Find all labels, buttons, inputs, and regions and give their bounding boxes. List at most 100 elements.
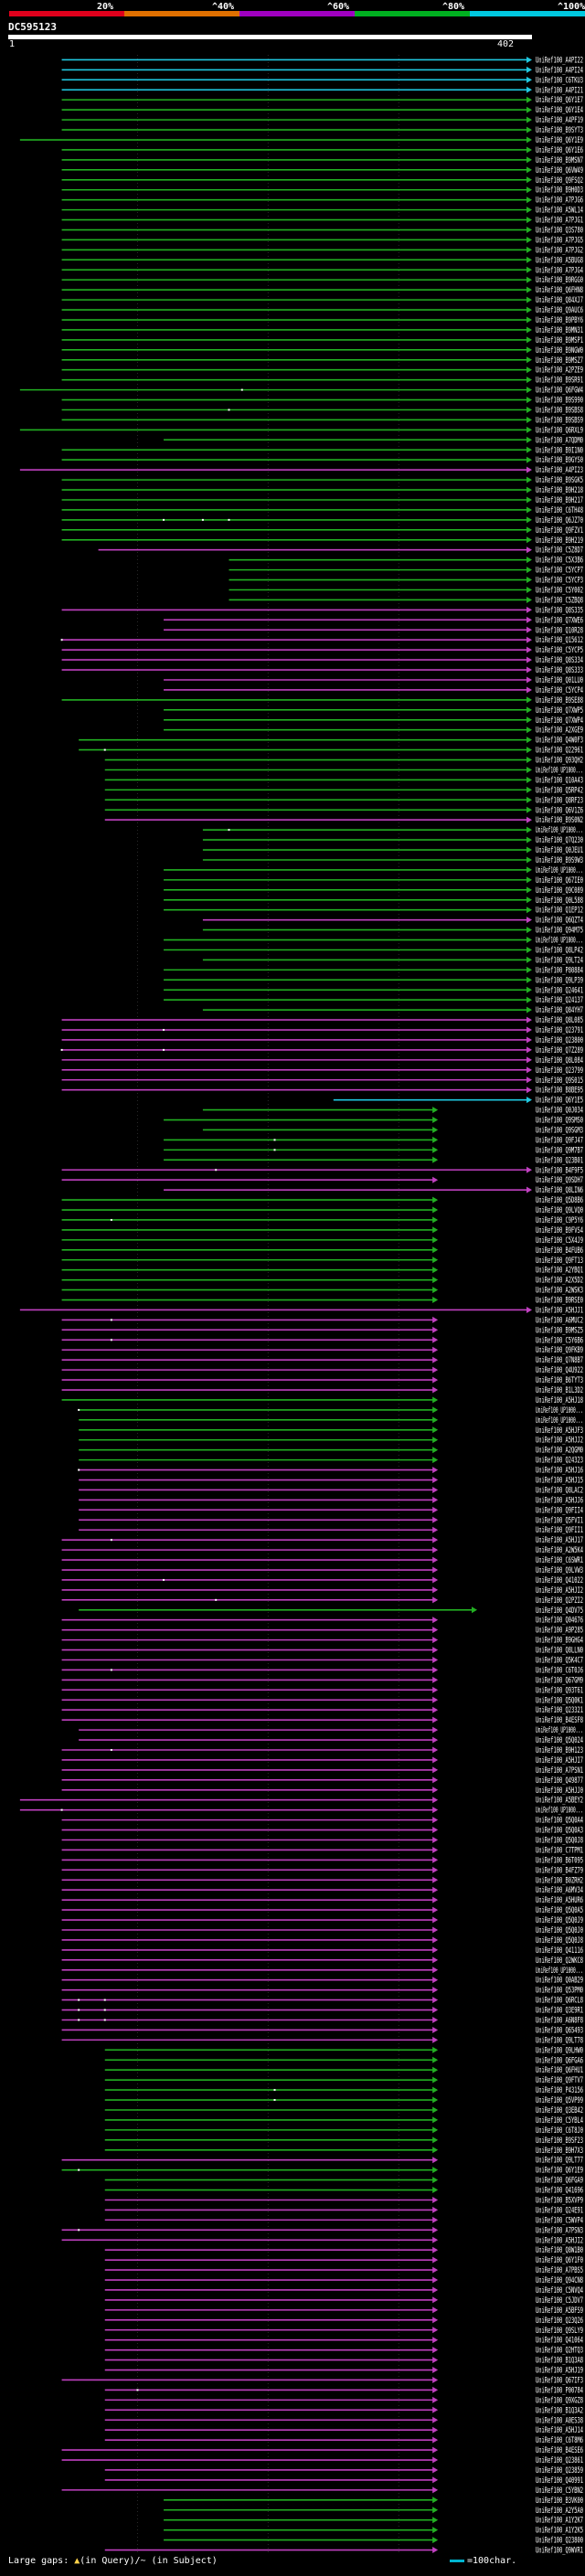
hit-label: UniRef100_Q67GM9 <box>536 1675 583 1684</box>
hit-arrow <box>526 496 532 504</box>
hit-arrow <box>526 116 532 123</box>
hit-label: UniRef100_B9MSZ7 <box>536 355 583 365</box>
scale-label: 20% <box>97 2 114 12</box>
hit-label: UniRef100_Q41116 <box>536 1945 583 1955</box>
hit-arrow <box>526 766 532 773</box>
hit-arrow <box>432 1586 439 1594</box>
hit-arrow <box>526 866 532 874</box>
hit-arrow <box>432 1896 439 1903</box>
gap-mark <box>60 639 63 641</box>
hit-label: UniRef100_Q9FTV7 <box>536 2075 583 2084</box>
hit-label: UniRef100_B9H218 <box>536 485 583 494</box>
hit-label: UniRef100_Q6Y1E9 <box>536 2166 583 2175</box>
hit-label: UniRef100_Q23321 <box>536 1705 583 1714</box>
hit-arrow <box>526 227 532 234</box>
hit-arrow <box>432 1546 439 1553</box>
hit-label: UniRef100_Q5D8B6 <box>536 1195 583 1204</box>
hit-label: UniRef100_Q3E9R1 <box>536 2006 583 2015</box>
hit-arrow <box>432 1216 439 1224</box>
hit-arrow <box>432 2547 439 2554</box>
gap-mark <box>78 1408 80 1411</box>
hit-arrow <box>432 1396 439 1404</box>
hit-arrow <box>432 1506 439 1513</box>
hit-label: UniRef100_Q6FGA9 <box>536 2176 583 2185</box>
hit-arrow <box>432 1366 439 1373</box>
hit-arrow <box>526 557 532 564</box>
hit-label: UniRef100_UP1000... <box>536 1725 583 1734</box>
hit-arrow <box>526 1076 532 1084</box>
hit-label: UniRef100_A2XGE9 <box>536 726 583 735</box>
hit-label: UniRef100_A1Y2K5 <box>536 2526 583 2535</box>
hit-label: UniRef100_B5XVP9 <box>536 2195 583 2204</box>
hit-arrow <box>526 106 532 113</box>
hit-arrow <box>432 2327 439 2334</box>
hit-arrow <box>432 2507 439 2514</box>
hit-arrow <box>526 146 532 154</box>
hit-label: UniRef100_Q9LVW3 <box>536 1565 583 1574</box>
hit-arrow <box>432 2357 439 2364</box>
hit-label: UniRef100_A5HJ14 <box>536 2425 583 2434</box>
hit-arrow <box>432 1637 439 1644</box>
hit-arrow <box>526 886 532 894</box>
hit-label: UniRef100_B4ESF8 <box>536 1715 583 1724</box>
hit-label: UniRef100_Q67IF3 <box>536 2375 583 2384</box>
hit-label: UniRef100_A2YBQ1 <box>536 1266 583 1275</box>
hit-label: UniRef100_A7PJG6 <box>536 196 583 205</box>
hit-arrow <box>432 2517 439 2524</box>
hit-label: UniRef100_Q01LU0 <box>536 675 583 684</box>
hit-arrow <box>432 1886 439 1893</box>
hit-arrow <box>432 2066 439 2073</box>
alignment-chart: UniRef100_A4PI22UniRef100_A4PI24UniRef10… <box>19 55 583 2555</box>
hit-arrow <box>432 2426 439 2433</box>
hit-label: UniRef100_B9H7X3 <box>536 2146 583 2155</box>
hit-label: UniRef100_A4PI24 <box>536 65 583 74</box>
hit-label: UniRef100_A9P285 <box>536 1626 583 1635</box>
hit-label: UniRef100_Q24323 <box>536 1456 583 1465</box>
hit-label: UniRef100_Q7Q230 <box>536 835 583 844</box>
hit-label: UniRef100_Q6FHU1 <box>536 2065 583 2074</box>
hit-arrow <box>526 426 532 433</box>
hit-label: UniRef100_Q9SLY9 <box>536 2326 583 2335</box>
hit-label: UniRef100_B9SBS9 <box>536 415 583 424</box>
hit-label: UniRef100_Q94M75 <box>536 926 583 935</box>
hit-arrow <box>432 1746 439 1754</box>
hit-label: UniRef100_Q6QZT4 <box>536 916 583 925</box>
hit-arrow <box>526 706 532 714</box>
hit-label: UniRef100_Q10A43 <box>536 775 583 784</box>
hit-label: UniRef100_P80884 <box>536 965 583 974</box>
hit-label: UniRef100_P43156 <box>536 2085 583 2094</box>
hit-label: UniRef100_Q3S780 <box>536 226 583 235</box>
hit-label: UniRef100_Q6V1Z6 <box>536 805 583 814</box>
hit-label: UniRef100_A5BEY2 <box>536 1796 583 1805</box>
hit-arrow <box>526 476 532 483</box>
query-id: DC595123 <box>8 21 57 33</box>
hit-arrow <box>432 1486 439 1493</box>
hit-arrow <box>432 1786 439 1794</box>
hit-arrow <box>432 1807 439 1814</box>
hit-arrow <box>432 2396 439 2403</box>
hit-label: UniRef100_Q24641 <box>536 985 583 994</box>
hit-arrow <box>432 1977 439 1984</box>
hit-arrow <box>526 676 532 684</box>
hit-label: UniRef100_Q8LAC2 <box>536 1485 583 1494</box>
hit-arrow <box>432 1117 439 1124</box>
hit-label: UniRef100_Q6JZ70 <box>536 515 583 525</box>
hit-arrow <box>432 2036 439 2043</box>
hit-arrow <box>526 776 532 783</box>
hit-arrow <box>432 2416 439 2423</box>
legend-prefix: Large gaps: <box>8 2556 75 2566</box>
hit-arrow <box>432 1336 439 1343</box>
hit-arrow <box>432 2347 439 2354</box>
hit-label: UniRef100_C5ZBQ8 <box>536 595 583 604</box>
hit-arrow <box>526 596 532 603</box>
hit-arrow <box>432 1647 439 1654</box>
hit-label: UniRef100_A7PJG5 <box>536 235 583 244</box>
hit-arrow <box>432 1447 439 1454</box>
hit-label: UniRef100_C5Y002 <box>536 586 583 595</box>
hit-arrow <box>526 86 532 93</box>
hit-arrow <box>526 456 532 463</box>
hit-arrow <box>526 66 532 73</box>
hit-arrow <box>432 1916 439 1924</box>
hit-label: UniRef100_B9MSZ5 <box>536 1325 583 1334</box>
legend-query-text: (in Query) <box>80 2556 135 2566</box>
